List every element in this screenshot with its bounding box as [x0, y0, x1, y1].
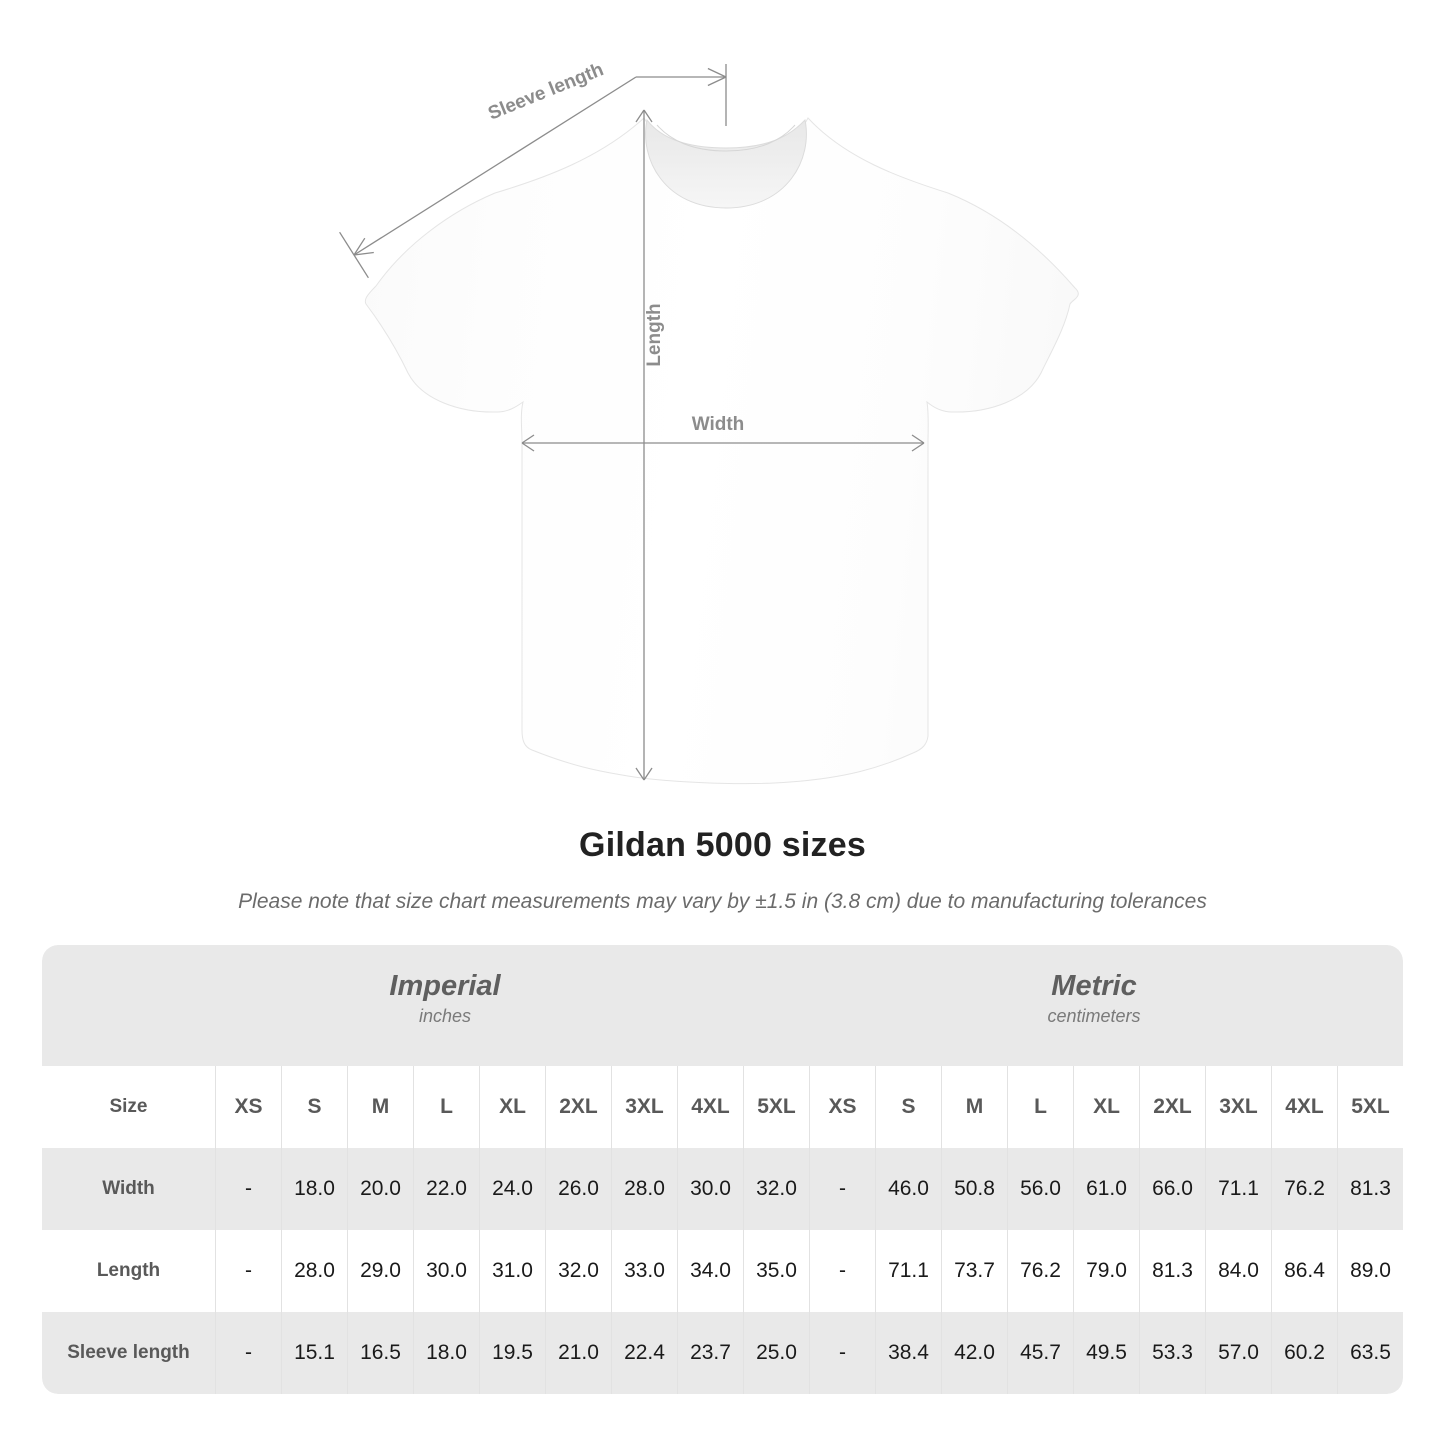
svg-text:Length: Length	[644, 303, 665, 366]
svg-text:Sleeve length: Sleeve length	[485, 59, 606, 124]
svg-text:Width: Width	[692, 414, 745, 435]
